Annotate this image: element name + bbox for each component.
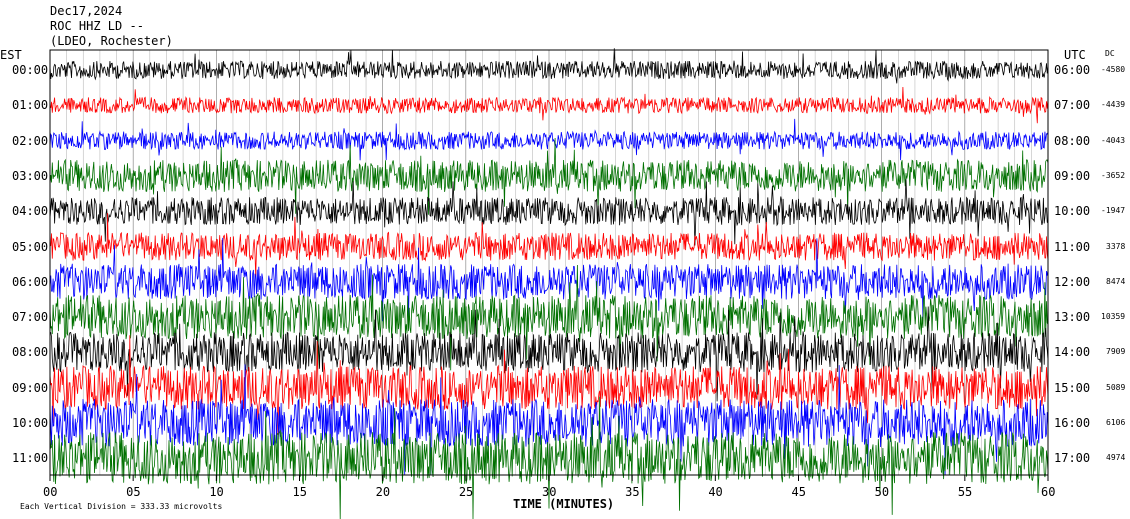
dc-offset-label: 7909 [1106,347,1126,357]
trace-row-9 [49,335,1049,435]
est-tick-label: 00:00 [12,63,49,77]
x-tick-label: 45 [791,485,806,499]
dc-offset-label: -4043 [1101,135,1126,145]
utc-tick-label: 15:00 [1054,380,1091,395]
utc-tick-label: 09:00 [1054,168,1091,183]
dc-offset-label: 10359 [1101,312,1126,322]
utc-tick-label: 08:00 [1054,133,1091,148]
est-tick-label: 04:00 [12,204,49,219]
est-tick-label: 01:00 [12,98,49,113]
dc-offset-label: -3652 [1101,170,1126,180]
dc-offset-label: 6106 [1106,418,1126,427]
utc-tick-label: 17:00 [1054,451,1091,466]
dc-offset-label: 3378 [1106,241,1126,251]
x-tick-label: 40 [708,485,723,499]
est-tick-label: 02:00 [12,133,49,148]
network-title: (LDEO, Rochester) [50,34,173,48]
dc-offset-label: 4974 [1106,453,1126,463]
trace-row-1 [49,86,1049,124]
dc-offset-label: -4439 [1101,100,1126,110]
est-tick-label: 05:00 [12,239,49,254]
utc-tick-label: 10:00 [1054,204,1091,219]
x-tick-label: 10 [209,485,224,499]
x-tick-label: 55 [957,485,973,499]
dc-offset-label: -4580 [1101,65,1126,74]
est-tick-label: 09:00 [12,380,49,395]
trace-row-11 [49,396,1049,519]
trace-row-6 [49,237,1049,322]
x-tick-label: 05 [126,485,141,499]
station-title: ROC HHZ LD -- [50,19,144,33]
grid-lines [66,50,1032,475]
est-tick-label: 08:00 [12,345,49,360]
utc-tick-label: 16:00 [1054,416,1091,430]
x-axis-title: TIME (MINUTES) [513,497,615,511]
seismic-traces [49,48,1049,519]
est-tick-label: 06:00 [12,274,49,289]
trace-row-8 [49,306,1049,402]
utc-tick-label: 07:00 [1054,98,1091,113]
trace-row-7 [49,264,1049,371]
trace-row-5 [49,213,1049,277]
utc-tick-label: 11:00 [1054,239,1091,254]
est-tick-label: 07:00 [12,310,49,325]
utc-tick-label: 13:00 [1054,310,1091,325]
x-tick-label: 15 [292,485,307,499]
x-tick-label: 00 [43,485,58,499]
trace-row-4 [49,179,1049,246]
x-tick-label: 20 [375,485,391,499]
utc-tick-label: 14:00 [1054,345,1091,360]
x-tick-label: 60 [1041,485,1056,499]
axis-ticks [49,475,1049,481]
est-tick-label: 11:00 [12,451,49,466]
x-tick-label: 35 [625,485,640,499]
x-tick-label: 30 [542,485,557,499]
trace-row-0 [49,48,1049,84]
utc-axis-label: UTC [1064,48,1086,62]
dc-offset-label: 5089 [1106,382,1126,392]
est-axis-label: EST [0,48,22,62]
x-tick-label: 50 [874,485,890,499]
utc-tick-label: 12:00 [1054,274,1091,289]
dc-column-label: DC [1105,49,1115,58]
dc-offset-label: 8474 [1106,276,1126,286]
trace-row-2 [49,118,1049,161]
dc-offset-label: -1947 [1101,206,1126,216]
est-tick-label: 10:00 [12,416,49,430]
trace-row-10 [49,364,1049,476]
scale-note: Each Vertical Division = 333.33 microvol… [20,502,223,511]
trace-row-3 [49,137,1049,215]
est-tick-label: 03:00 [12,168,49,183]
utc-tick-label: 06:00 [1054,63,1091,77]
x-tick-label: 25 [458,485,474,499]
date-title: Dec17,2024 [50,4,123,18]
